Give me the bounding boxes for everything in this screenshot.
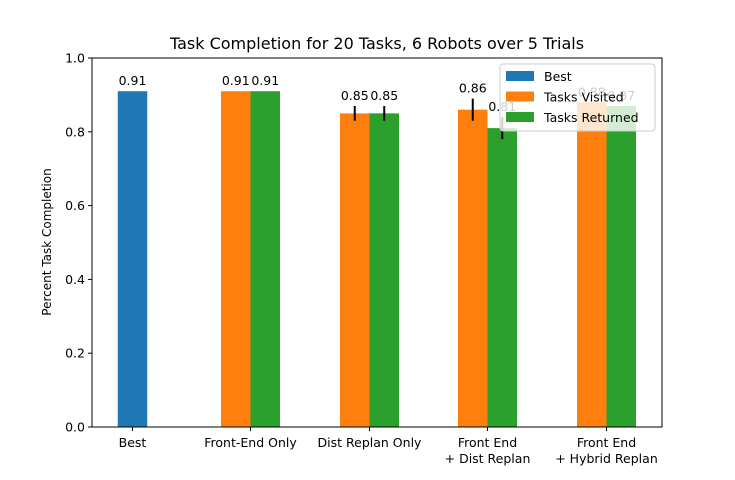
y-axis-label: Percent Task Completion (40, 168, 54, 315)
data-label: 0.85 (370, 88, 398, 103)
legend-swatch (506, 112, 534, 122)
bar-tasks-visited (340, 113, 370, 427)
legend: Best Tasks Visited Tasks Returned (499, 63, 656, 132)
legend-box (499, 63, 656, 132)
bar-tasks-returned (369, 113, 399, 427)
y-tick-label: 0.6 (65, 198, 85, 213)
bar-tasks-visited (577, 102, 607, 427)
legend-label: Tasks Visited (543, 90, 624, 105)
x-tick-label: Dist Replan Only (318, 435, 422, 450)
x-tick-label: Front End + Dist Replan (445, 435, 531, 466)
legend-swatch (506, 71, 534, 81)
data-label: 0.86 (459, 81, 487, 96)
data-label: 0.91 (222, 73, 250, 88)
bar-tasks-visited (458, 109, 488, 427)
legend-swatch (506, 91, 534, 102)
y-tick-label: 0.0 (65, 420, 85, 435)
axes-frame (91, 57, 663, 428)
data-label: 0.91 (119, 73, 147, 88)
data-label: 0.85 (341, 88, 369, 103)
bar-tasks-returned (250, 91, 280, 428)
x-tick-label-line: Best (119, 435, 147, 450)
x-tick-label-line: Front End (458, 435, 517, 450)
bar-best (117, 91, 148, 428)
x-tick-label-line: Dist Replan Only (318, 435, 422, 450)
x-tick-label: Front-End Only (204, 435, 297, 450)
bar-tasks-returned (606, 105, 636, 427)
x-tick-label: Front End + Hybrid Replan (555, 435, 658, 466)
x-tick-label: Best (119, 435, 147, 450)
y-tick-label: 1.0 (65, 51, 85, 66)
legend-label: Best (544, 69, 572, 84)
chart-title: Task Completion for 20 Tasks, 6 Robots o… (169, 34, 584, 53)
y-tick-label: 0.2 (65, 346, 85, 361)
x-tick-label-line: Front-End Only (204, 435, 297, 450)
y-tick-label: 0.4 (65, 272, 85, 287)
x-tick-label-line: Front End (577, 435, 636, 450)
x-tick-label-line: + Hybrid Replan (555, 451, 658, 466)
bar-tasks-visited (221, 91, 251, 428)
x-tick-label-line: + Dist Replan (445, 451, 531, 466)
plot-area: 0.910.910.910.850.850.860.810.880.870.00… (65, 51, 663, 466)
y-tick-label: 0.8 (65, 124, 85, 139)
bar-tasks-returned (487, 128, 517, 428)
data-label: 0.91 (251, 73, 279, 88)
legend-label: Tasks Returned (543, 110, 639, 125)
